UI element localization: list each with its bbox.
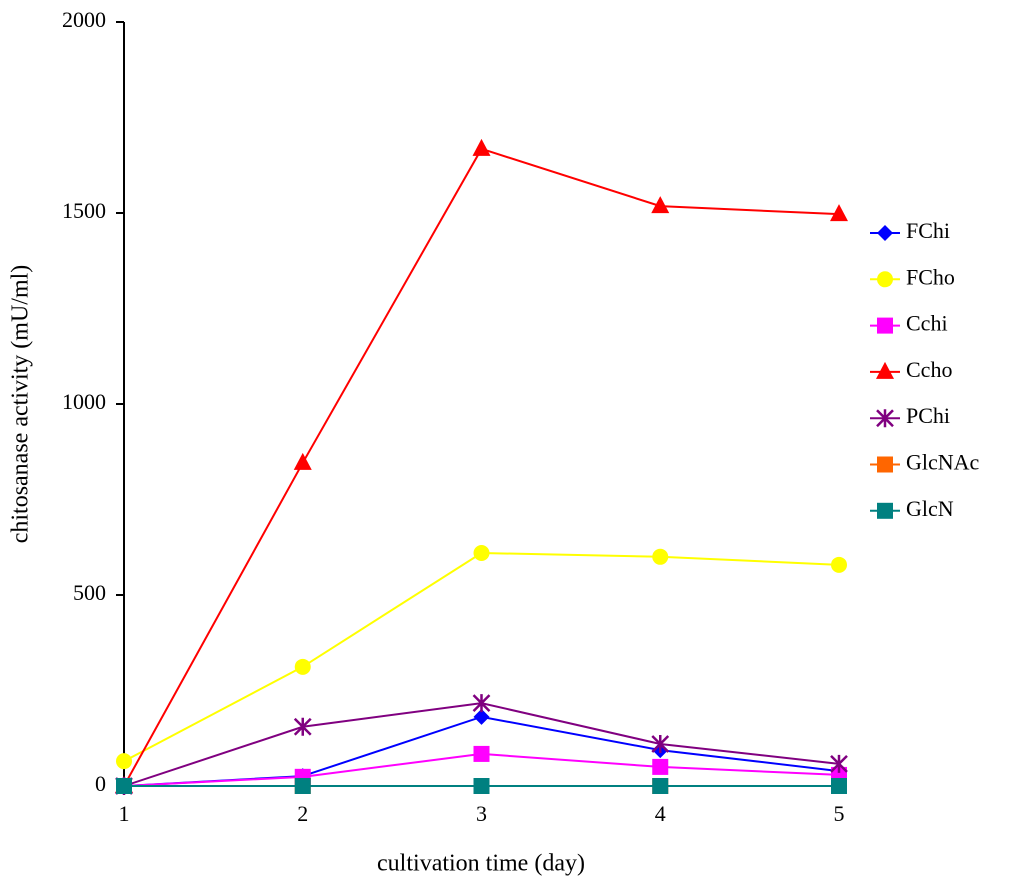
marker: [876, 362, 894, 379]
x-tick-label: 2: [297, 801, 308, 826]
marker: [877, 225, 893, 241]
legend-label: GlcNAc: [906, 450, 980, 475]
x-axis-title: cultivation time (day): [377, 851, 585, 877]
legend-label: GlcN: [906, 496, 954, 521]
marker: [473, 139, 491, 156]
marker: [830, 204, 848, 221]
x-tick-label: 4: [655, 801, 666, 826]
marker: [295, 778, 311, 794]
marker: [877, 318, 893, 334]
marker: [116, 753, 132, 769]
marker: [877, 503, 893, 519]
x-tick-label: 5: [834, 801, 845, 826]
marker: [831, 778, 847, 794]
x-tick-label: 1: [119, 801, 130, 826]
series-line: [124, 149, 839, 786]
marker: [474, 778, 490, 794]
marker: [652, 778, 668, 794]
x-tick-label: 3: [476, 801, 487, 826]
legend-label: Cchi: [906, 311, 948, 336]
y-tick-label: 500: [73, 580, 106, 605]
legend-label: FChi: [906, 218, 950, 243]
y-axis-title: chitosanase activity (mU/ml): [8, 265, 34, 544]
series-line: [124, 553, 839, 761]
marker: [877, 271, 893, 287]
legend-label: FCho: [906, 264, 955, 289]
marker: [877, 457, 893, 473]
marker: [474, 746, 490, 762]
marker: [294, 453, 312, 470]
y-tick-label: 2000: [62, 7, 106, 32]
y-tick-label: 0: [95, 771, 106, 796]
marker: [116, 778, 132, 794]
marker: [295, 659, 311, 675]
legend-label: Ccho: [906, 357, 952, 382]
marker: [474, 545, 490, 561]
marker: [652, 759, 668, 775]
y-tick-label: 1000: [62, 389, 106, 414]
y-tick-label: 1500: [62, 198, 106, 223]
chart: cultivation time (day) chitosanase activ…: [0, 0, 1023, 882]
marker: [652, 549, 668, 565]
legend-label: PChi: [906, 403, 950, 428]
marker: [831, 557, 847, 573]
